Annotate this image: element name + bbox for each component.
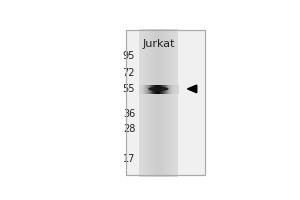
Bar bbox=[126, 30, 205, 175]
Ellipse shape bbox=[148, 87, 169, 91]
Text: Jurkat: Jurkat bbox=[142, 39, 175, 49]
Text: 17: 17 bbox=[123, 154, 135, 164]
Bar bbox=[126, 30, 205, 175]
Text: 36: 36 bbox=[123, 109, 135, 119]
Text: 55: 55 bbox=[123, 84, 135, 94]
Polygon shape bbox=[188, 85, 197, 93]
Text: 72: 72 bbox=[123, 68, 135, 78]
Text: 95: 95 bbox=[123, 51, 135, 61]
Text: 28: 28 bbox=[123, 124, 135, 134]
